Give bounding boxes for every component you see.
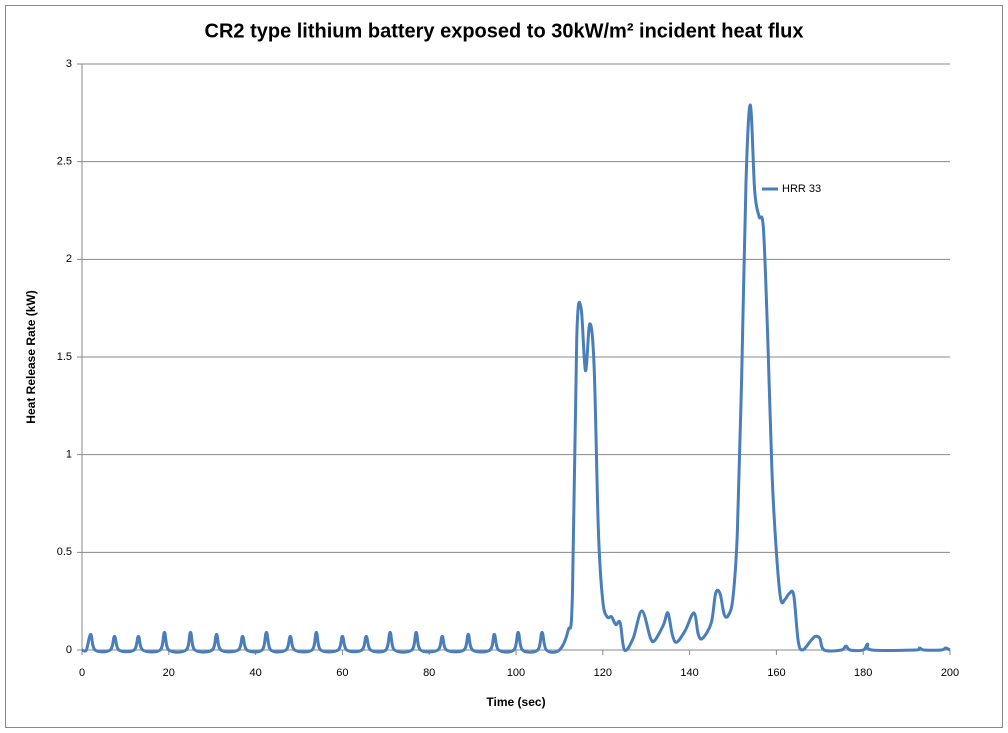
x-axis-label: Time (sec) (486, 695, 545, 709)
x-tick-label: 60 (336, 667, 348, 679)
y-axis-label: Heat Release Rate (kW) (24, 290, 38, 423)
x-tick-label: 120 (594, 667, 612, 679)
y-tick-label: 2.5 (57, 156, 72, 168)
legend-label: HRR 33 (782, 183, 821, 195)
x-tick-label: 40 (249, 667, 261, 679)
x-tick-label: 140 (680, 667, 698, 679)
x-tick-label: 0 (79, 667, 85, 679)
y-tick-label: 1 (66, 449, 72, 461)
x-tick-label: 180 (854, 667, 872, 679)
data-line (81, 103, 951, 654)
chart-title: CR2 type lithium battery exposed to 30kW… (205, 20, 804, 42)
y-tick-label: 1.5 (57, 351, 72, 363)
x-tick-label: 20 (163, 667, 175, 679)
chart-frame (5, 5, 1003, 728)
y-tick-label: 2 (66, 253, 72, 265)
y-tick-label: 0.5 (57, 546, 72, 558)
y-tick-label: 3 (66, 58, 72, 70)
x-tick-label: 200 (941, 667, 959, 679)
x-tick-label: 100 (507, 667, 525, 679)
y-tick-label: 0 (66, 644, 72, 656)
x-tick-label: 160 (767, 667, 785, 679)
x-tick-label: 80 (423, 667, 435, 679)
